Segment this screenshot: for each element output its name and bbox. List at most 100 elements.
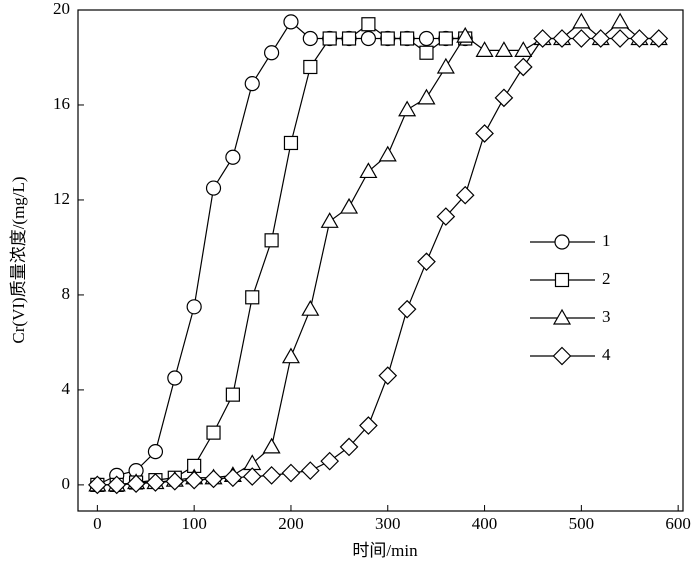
marker	[475, 41, 494, 57]
marker	[552, 346, 572, 366]
marker	[341, 31, 357, 46]
marker	[147, 444, 164, 460]
marker	[300, 461, 320, 480]
marker	[322, 31, 337, 46]
marker	[340, 197, 359, 214]
legend-label: 3	[602, 307, 611, 326]
marker	[475, 124, 494, 143]
marker	[378, 145, 397, 162]
marker	[225, 149, 241, 165]
marker	[303, 59, 318, 75]
x-axis-label: 时间/min	[352, 541, 418, 560]
marker	[186, 299, 202, 315]
marker	[513, 57, 533, 77]
marker	[320, 212, 339, 228]
marker	[262, 466, 281, 485]
legend-label: 2	[602, 269, 611, 288]
marker	[281, 347, 300, 364]
marker	[359, 162, 378, 179]
x-tick-label: 200	[278, 514, 304, 533]
marker	[244, 76, 260, 92]
marker	[223, 468, 243, 488]
marker	[494, 41, 513, 57]
marker	[302, 30, 318, 47]
legend-label: 1	[602, 231, 611, 250]
marker	[167, 370, 183, 386]
marker	[360, 30, 376, 47]
marker	[436, 57, 455, 74]
marker	[283, 135, 299, 151]
marker	[419, 45, 434, 60]
x-tick-label: 0	[93, 514, 102, 533]
marker	[611, 12, 630, 29]
marker	[398, 100, 417, 117]
marker	[245, 290, 260, 305]
legend-label: 4	[602, 345, 611, 364]
marker	[88, 475, 107, 495]
marker	[204, 469, 223, 489]
marker	[262, 437, 281, 454]
y-tick-label: 0	[62, 474, 71, 493]
marker	[126, 474, 146, 494]
marker	[107, 475, 127, 495]
marker	[455, 185, 475, 205]
x-tick-label: 500	[569, 514, 595, 533]
x-tick-label: 300	[375, 514, 401, 533]
marker	[554, 272, 570, 288]
marker	[361, 17, 376, 32]
y-tick-label: 4	[62, 379, 71, 398]
x-tick-label: 400	[472, 514, 498, 533]
marker	[264, 233, 279, 248]
marker	[359, 416, 378, 435]
marker	[283, 14, 299, 30]
marker	[206, 425, 221, 440]
marker	[418, 30, 435, 47]
marker	[264, 45, 280, 61]
marker	[339, 437, 359, 457]
marker	[572, 12, 591, 29]
marker	[552, 29, 572, 48]
marker	[205, 180, 222, 196]
y-tick-label: 12	[53, 189, 70, 208]
y-tick-label: 16	[53, 94, 70, 113]
marker	[400, 31, 415, 46]
marker	[301, 299, 320, 316]
marker	[554, 234, 570, 250]
marker	[380, 31, 395, 46]
marker	[397, 299, 417, 319]
marker	[281, 463, 301, 483]
marker	[165, 471, 185, 491]
marker	[456, 26, 475, 43]
marker	[649, 29, 669, 48]
marker	[417, 88, 436, 105]
marker	[436, 207, 456, 226]
series-line	[97, 23, 466, 486]
marker	[417, 252, 436, 272]
marker	[378, 366, 398, 386]
y-tick-label: 20	[53, 0, 70, 18]
x-tick-label: 100	[181, 514, 207, 533]
marker	[552, 308, 572, 325]
marker	[610, 29, 630, 48]
marker	[225, 387, 240, 402]
marker	[242, 467, 262, 486]
marker	[438, 31, 453, 46]
x-tick-label: 600	[665, 514, 691, 533]
marker	[533, 29, 552, 48]
marker	[320, 451, 340, 471]
marker	[572, 29, 591, 48]
marker	[184, 470, 204, 490]
y-tick-label: 8	[62, 284, 71, 303]
marker	[630, 29, 649, 48]
marker	[146, 473, 165, 492]
marker	[591, 29, 611, 48]
marker	[514, 41, 533, 57]
y-axis-label: Cr(VI)质量浓度/(mg/L)	[9, 176, 28, 343]
series-line	[97, 21, 659, 486]
series-line	[97, 37, 659, 486]
series-line	[97, 20, 466, 486]
plot-frame	[77, 9, 684, 512]
marker	[494, 88, 514, 108]
